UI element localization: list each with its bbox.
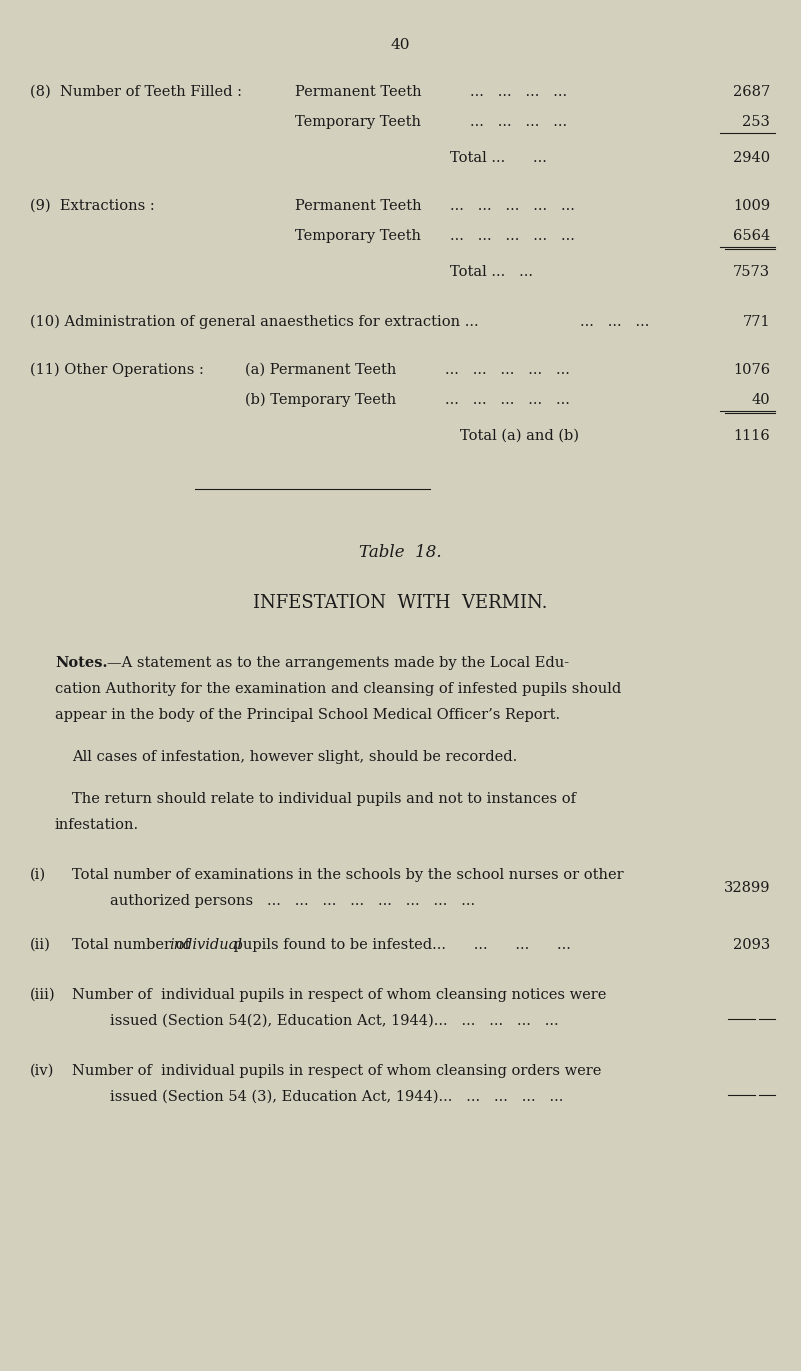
Text: ...   ...   ...   ...: ... ... ... ...: [470, 115, 567, 129]
Text: Total number of: Total number of: [72, 938, 195, 951]
Text: 771: 771: [743, 315, 770, 329]
Text: The return should relate to individual pupils and not to instances of: The return should relate to individual p…: [72, 792, 576, 806]
Text: ...   ...   ...   ...   ...: ... ... ... ... ...: [445, 363, 570, 377]
Text: (b) Temporary Teeth: (b) Temporary Teeth: [245, 393, 396, 407]
Text: 1116: 1116: [733, 429, 770, 443]
Text: Total ...   ...: Total ... ...: [450, 265, 533, 280]
Text: 2093: 2093: [733, 938, 770, 951]
Text: 32899: 32899: [723, 882, 770, 895]
Text: issued (Section 54 (3), Education Act, 1944)...   ...   ...   ...   ...: issued (Section 54 (3), Education Act, 1…: [110, 1090, 563, 1104]
Text: cation Authority for the examination and cleansing of infested pupils should: cation Authority for the examination and…: [55, 681, 622, 696]
Text: 1076: 1076: [733, 363, 770, 377]
Text: (8)  Number of Teeth Filled :: (8) Number of Teeth Filled :: [30, 85, 242, 99]
Text: 6564: 6564: [733, 229, 770, 243]
Text: Number of  individual pupils in respect of whom cleansing orders were: Number of individual pupils in respect o…: [72, 1064, 602, 1078]
Text: Total number of examinations in the schools by the school nurses or other: Total number of examinations in the scho…: [72, 868, 624, 882]
Text: ...   ...   ...   ...   ...: ... ... ... ... ...: [450, 199, 575, 213]
Text: ...   ...   ...   ...   ...: ... ... ... ... ...: [450, 229, 575, 243]
Text: 253: 253: [742, 115, 770, 129]
Text: ...   ...   ...   ...: ... ... ... ...: [470, 85, 567, 99]
Text: 40: 40: [751, 393, 770, 407]
Text: Table  18.: Table 18.: [359, 544, 441, 561]
Text: Temporary Teeth: Temporary Teeth: [295, 229, 421, 243]
Text: Temporary Teeth: Temporary Teeth: [295, 115, 421, 129]
Text: infestation.: infestation.: [55, 818, 139, 832]
Text: 2687: 2687: [733, 85, 770, 99]
Text: 7573: 7573: [733, 265, 770, 280]
Text: (i): (i): [30, 868, 46, 882]
Text: (ii): (ii): [30, 938, 51, 951]
Text: 40: 40: [390, 38, 410, 52]
Text: Number of  individual pupils in respect of whom cleansing notices were: Number of individual pupils in respect o…: [72, 988, 606, 1002]
Text: (iv): (iv): [30, 1064, 54, 1078]
Text: individual: individual: [169, 938, 242, 951]
Text: pupils found to be infested...      ...      ...      ...: pupils found to be infested... ... ... .…: [229, 938, 571, 951]
Text: (a) Permanent Teeth: (a) Permanent Teeth: [245, 363, 396, 377]
Text: ...   ...   ...: ... ... ...: [580, 315, 650, 329]
Text: (9)  Extractions :: (9) Extractions :: [30, 199, 155, 213]
Text: (11) Other Operations :: (11) Other Operations :: [30, 363, 204, 377]
Text: (10) Administration of general anaesthetics for extraction ...: (10) Administration of general anaesthet…: [30, 315, 479, 329]
Text: issued (Section 54(2), Education Act, 1944)...   ...   ...   ...   ...: issued (Section 54(2), Education Act, 19…: [110, 1015, 558, 1028]
Text: Permanent Teeth: Permanent Teeth: [295, 85, 421, 99]
Text: Permanent Teeth: Permanent Teeth: [295, 199, 421, 213]
Text: Notes.: Notes.: [55, 655, 107, 670]
Text: Total ...      ...: Total ... ...: [450, 151, 547, 165]
Text: ...   ...   ...   ...   ...: ... ... ... ... ...: [445, 393, 570, 407]
Text: 1009: 1009: [733, 199, 770, 213]
Text: (iii): (iii): [30, 988, 55, 1002]
Text: INFESTATION  WITH  VERMIN.: INFESTATION WITH VERMIN.: [253, 594, 547, 611]
Text: 2940: 2940: [733, 151, 770, 165]
Text: —A statement as to the arrangements made by the Local Edu-: —A statement as to the arrangements made…: [107, 655, 570, 670]
Text: All cases of infestation, however slight, should be recorded.: All cases of infestation, however slight…: [72, 750, 517, 764]
Text: appear in the body of the Principal School Medical Officer’s Report.: appear in the body of the Principal Scho…: [55, 707, 560, 723]
Text: Total (a) and (b): Total (a) and (b): [460, 429, 579, 443]
Text: authorized persons   ...   ...   ...   ...   ...   ...   ...   ...: authorized persons ... ... ... ... ... .…: [110, 894, 475, 908]
